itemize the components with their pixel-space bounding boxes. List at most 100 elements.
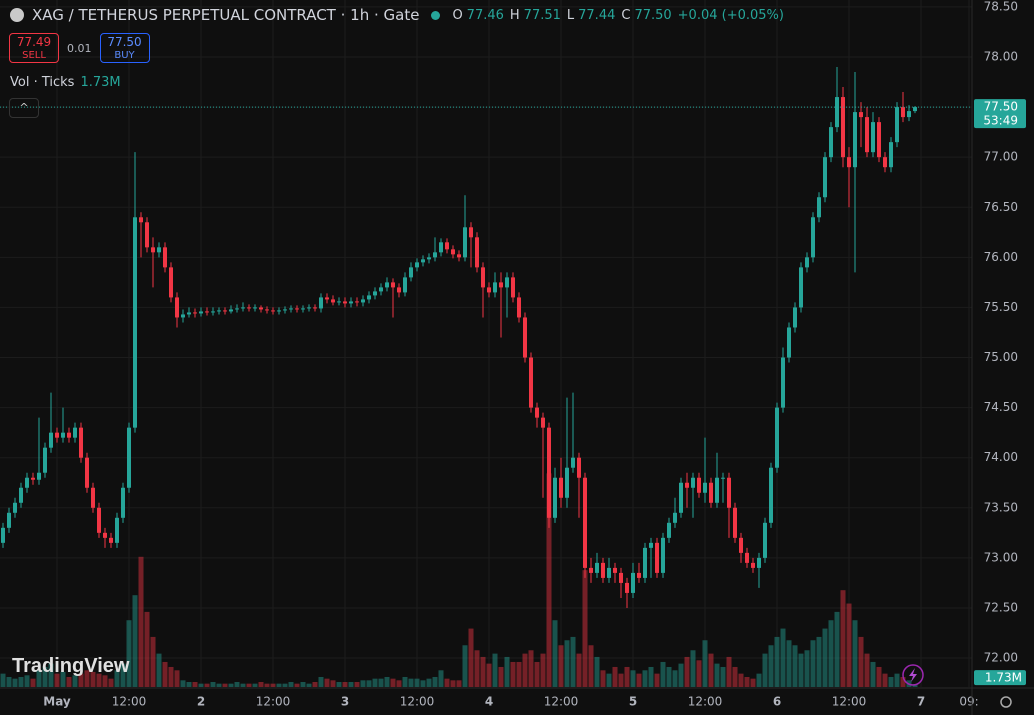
candle-body (883, 157, 887, 168)
candle-body (469, 227, 473, 238)
candle-body (169, 267, 173, 298)
volume-bar (426, 678, 432, 687)
volume-bar (300, 681, 306, 687)
candle-body (847, 157, 851, 168)
x-tick-label: 09: (959, 695, 978, 709)
candle-body (133, 217, 137, 428)
symbol[interactable]: XAG / TETHERUS PERPETUAL CONTRACT · 1h ·… (32, 6, 420, 24)
candle-body (79, 427, 83, 458)
volume-bar (408, 678, 414, 687)
candle-body (325, 297, 329, 300)
candle-body (199, 311, 203, 314)
volume-bar (804, 650, 810, 687)
volume-bar (330, 680, 336, 687)
y-tick-label: 73.00 (984, 550, 1018, 564)
candle-body (511, 277, 515, 298)
candle-body (355, 301, 359, 303)
candle-body (853, 112, 857, 168)
volume-bar (852, 620, 858, 687)
candle-body (667, 522, 671, 538)
candle-body (103, 532, 107, 538)
candle-body (31, 477, 35, 480)
volume-bar (876, 666, 882, 687)
volume-bar (240, 683, 246, 687)
x-tick-label: 12:00 (832, 695, 867, 709)
volume-bar (318, 676, 324, 687)
volume-bar (312, 681, 318, 687)
o-label: O (452, 7, 463, 23)
volume-bar (174, 670, 180, 687)
y-tick-label: 76.50 (984, 200, 1018, 214)
candle-body (271, 310, 275, 312)
alert-icon[interactable] (902, 664, 924, 686)
x-tick-label: 3 (341, 695, 349, 709)
candle-body (187, 312, 191, 315)
candle-body (157, 247, 161, 253)
candle-body (73, 427, 77, 438)
volume-bar (654, 673, 660, 687)
candle-body (505, 277, 509, 288)
candle-body (433, 252, 437, 258)
volume-bar (222, 683, 228, 687)
candle-body (145, 222, 149, 248)
change: +0.04 (+0.05%) (677, 7, 784, 23)
volume-bar (726, 656, 732, 687)
volume-bar (102, 675, 108, 687)
candle-body (97, 507, 101, 533)
buy-label: BUY (114, 50, 135, 61)
candle-body (259, 307, 263, 310)
volume-bar (858, 636, 864, 687)
volume-bar (36, 670, 42, 687)
volume-bar (780, 628, 786, 687)
candle-body (331, 299, 335, 303)
candle-body (451, 249, 455, 255)
settings-icon[interactable] (1000, 696, 1012, 708)
candle-body (25, 477, 29, 488)
candle-body (913, 107, 917, 112)
candle-body (523, 317, 527, 358)
candle-body (247, 307, 251, 309)
candle-body (709, 482, 713, 503)
volume-label[interactable]: Vol · Ticks (10, 75, 75, 90)
candle-body (439, 242, 443, 253)
volume-bar (378, 678, 384, 687)
volume-bar (762, 653, 768, 687)
volume-bar (588, 645, 594, 687)
candle-body (241, 307, 245, 309)
x-tick-label: 12:00 (400, 695, 435, 709)
candle-body (163, 247, 167, 268)
candle-body (127, 427, 131, 488)
buy-button[interactable]: 77.50 BUY (99, 33, 150, 63)
spread: 0.01 (67, 41, 92, 55)
candle-body (253, 307, 257, 309)
candle-body (817, 197, 821, 218)
candle-body (205, 311, 209, 313)
candle-body (685, 482, 689, 488)
volume-bar (822, 628, 828, 687)
candle-body (877, 122, 881, 158)
volume-bar (60, 671, 66, 687)
volume-bar (576, 653, 582, 687)
sell-label: SELL (22, 50, 46, 61)
volume-bar (288, 681, 294, 687)
sell-button[interactable]: 77.49 SELL (9, 33, 59, 63)
candle-body (583, 477, 587, 568)
volume-bar (294, 683, 300, 687)
volume-bar (54, 673, 60, 687)
volume-bar (192, 681, 198, 687)
volume-value: 1.73M (80, 75, 121, 90)
collapse-button[interactable]: ^ (9, 98, 39, 118)
candle-body (487, 287, 491, 293)
volume-bar (0, 673, 6, 687)
volume-bar (162, 661, 168, 687)
volume-bar (684, 656, 690, 687)
candle-body (907, 111, 911, 118)
candle-body (181, 314, 185, 318)
volume-bar (246, 683, 252, 687)
volume-bar (630, 670, 636, 687)
candle-body (775, 407, 779, 468)
y-tick-label: 78.00 (984, 49, 1018, 63)
volume-bar (72, 675, 78, 687)
x-tick-label: 12:00 (256, 695, 291, 709)
